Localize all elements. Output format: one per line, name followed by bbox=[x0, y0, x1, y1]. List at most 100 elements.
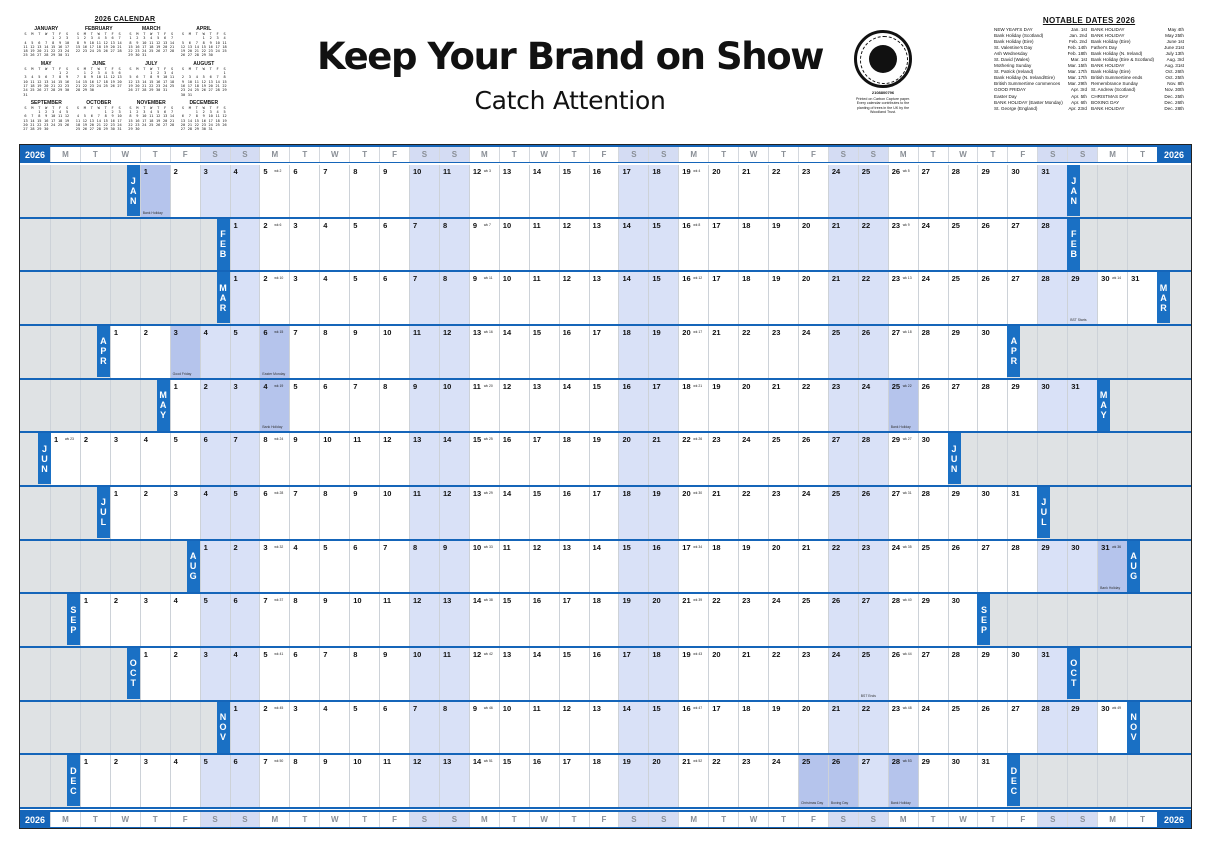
notable-date-row: Mothering Sunday Mar. 15th bbox=[994, 63, 1087, 69]
day-number: 26 bbox=[891, 167, 901, 176]
day-cell: 16 wk 47 bbox=[678, 701, 708, 754]
day-cell: 8 bbox=[319, 325, 349, 378]
day-cell: 2 bbox=[199, 379, 230, 432]
day-number: 5 bbox=[263, 649, 268, 659]
empty-cell bbox=[1097, 165, 1128, 217]
day-number: 24 bbox=[831, 649, 841, 659]
mini-days: 1 2 3 4 5 6 7 8 9 10 11 12 13 14 15 16 17 18 19 20 21 22 23 24 2… bbox=[75, 110, 122, 132]
day-number: 2 bbox=[173, 167, 178, 176]
notable-date-date: Apr. 5th bbox=[1071, 93, 1087, 99]
week-number: wk 18 bbox=[902, 329, 912, 334]
day-cell: 30 bbox=[1037, 379, 1068, 432]
day-cell: 24 bbox=[797, 325, 828, 378]
weekday-label: F bbox=[1007, 812, 1037, 827]
month-row-aug: 1 2 3 wk 32 4 5 6 7 8 9 10 wk 33 11 12 13 14 15 16 17 wk 34… bbox=[20, 540, 1191, 595]
day-number: 28 bbox=[921, 327, 930, 337]
weekday-label: M bbox=[50, 812, 80, 827]
day-number: 19 bbox=[772, 703, 781, 713]
day-number: 9 bbox=[323, 596, 328, 606]
empty-cell bbox=[1127, 218, 1157, 271]
day-number: 13 bbox=[442, 596, 452, 606]
day-cell: 16 bbox=[498, 433, 529, 485]
week-number: wk 47 bbox=[693, 705, 703, 710]
mini-calendar-title: 2026 CALENDAR bbox=[94, 16, 156, 23]
day-cell: 21 bbox=[827, 272, 858, 324]
day-number: 21 bbox=[682, 757, 691, 767]
day-number: 16 bbox=[652, 542, 661, 552]
notable-date-date: Dec. 26th bbox=[1164, 99, 1184, 105]
day-cell: 5 bbox=[349, 218, 379, 271]
day-number: 30 bbox=[1101, 274, 1110, 284]
day-cell: 23 bbox=[738, 755, 768, 807]
notable-date-date: Feb. 2nd bbox=[1068, 39, 1087, 45]
year-label: 2026 bbox=[20, 147, 50, 162]
day-cell: 27 bbox=[1007, 701, 1037, 754]
weekday-label: W bbox=[947, 812, 978, 827]
day-number: 8 bbox=[353, 649, 358, 659]
notable-date-date: Oct. 26th bbox=[1165, 69, 1184, 75]
notable-date-event: Ash Wednesday bbox=[994, 51, 1028, 57]
day-number: 14 bbox=[472, 596, 482, 606]
day-cell: 14 bbox=[498, 325, 529, 378]
day-number: 13 bbox=[472, 488, 482, 498]
day-cell: 12 bbox=[409, 594, 439, 646]
empty-cell bbox=[79, 647, 110, 700]
day-number: 26 bbox=[981, 220, 990, 230]
day-cell: 5 bbox=[229, 486, 260, 539]
weekday-label: M bbox=[468, 812, 499, 827]
day-number: 17 bbox=[592, 327, 601, 337]
empty-cell bbox=[169, 218, 200, 271]
day-cell: 2 bbox=[109, 755, 140, 807]
notable-date-date: Jan. 2nd bbox=[1069, 33, 1087, 39]
day-number: 31 bbox=[1041, 167, 1050, 176]
mini-month-name: FEBRUARY bbox=[84, 26, 113, 32]
day-cell: 17 bbox=[588, 325, 619, 378]
day-cell: 14 bbox=[528, 165, 559, 217]
weekday-label: F bbox=[169, 812, 200, 827]
day-cell: 3 bbox=[139, 755, 170, 807]
day-number: 23 bbox=[891, 703, 901, 713]
day-cell: 11 bbox=[409, 486, 439, 539]
week-number: wk 17 bbox=[693, 329, 703, 334]
day-number: 27 bbox=[831, 435, 841, 445]
day-cell: 13 bbox=[588, 218, 619, 271]
empty-cell bbox=[1007, 433, 1038, 485]
notable-date-row: St. Andrew (Scotland) Nov. 30th bbox=[1091, 87, 1184, 93]
weekday-label: F bbox=[797, 147, 828, 162]
day-number: 13 bbox=[532, 381, 542, 391]
weekday-label: S bbox=[648, 147, 679, 162]
day-number: 29 bbox=[921, 596, 930, 606]
day-cell: 17 bbox=[558, 594, 589, 646]
notable-date-row: St. David (Wales) Mar. 1st bbox=[994, 57, 1087, 63]
day-cell: 9 bbox=[349, 325, 379, 378]
week-number: wk 2 bbox=[274, 169, 282, 173]
day-number: 17 bbox=[562, 757, 571, 767]
day-cell: 6 bbox=[229, 755, 260, 807]
day-number: 29 bbox=[891, 435, 901, 445]
day-cell: 9 bbox=[379, 165, 409, 217]
day-number: 18 bbox=[742, 274, 751, 284]
notable-date-event: Bank Holiday (Scotland) bbox=[994, 33, 1044, 39]
day-number: 22 bbox=[861, 703, 871, 713]
day-number: 2 bbox=[83, 435, 89, 445]
day-cell: 8 bbox=[349, 165, 379, 217]
day-number: 29 bbox=[951, 488, 960, 498]
day-number: 27 bbox=[1011, 703, 1020, 713]
weekday-label: S bbox=[648, 812, 679, 827]
day-cell: 20 bbox=[768, 540, 798, 593]
day-cell: 25 bbox=[947, 218, 978, 271]
weekday-header-top: 2026 M T W T F S S M T W T F S S M T W T F S S M T W T F S S M T W T F S S M… bbox=[20, 145, 1191, 163]
day-cell: 5 bbox=[169, 433, 200, 485]
day-number: 13 bbox=[592, 703, 601, 713]
day-number: 9 bbox=[383, 649, 388, 659]
day-number: 5 bbox=[203, 596, 208, 606]
day-cell: 2 wk 6 bbox=[259, 218, 289, 271]
day-cell: 6 bbox=[379, 218, 409, 271]
notable-date-event: Mothering Sunday bbox=[994, 63, 1032, 69]
mini-days: 1 2 3 4 5 6 7 8 9 10 11 12 13 14 15 16 17 18 19 20 21 22 23 24 2… bbox=[23, 110, 70, 132]
day-cell: 13 bbox=[409, 433, 439, 485]
day-cell: 9 bbox=[319, 594, 349, 646]
day-cell: 19 bbox=[588, 433, 619, 485]
day-cell: 24 bbox=[917, 218, 948, 271]
